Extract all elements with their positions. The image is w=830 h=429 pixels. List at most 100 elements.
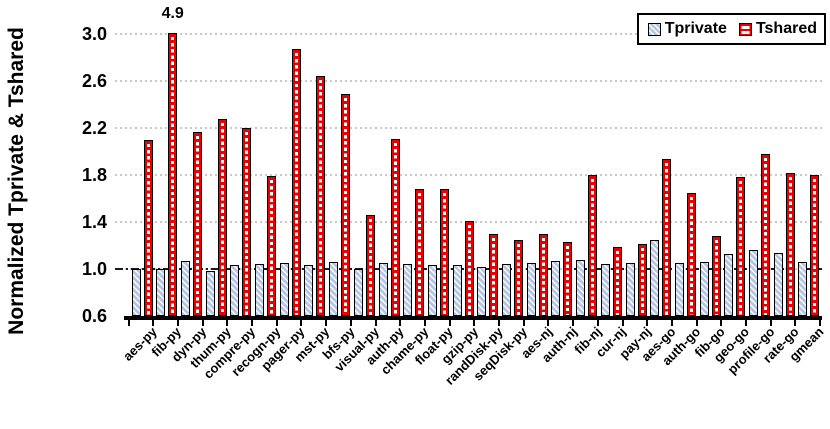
bar-tshared-fib-nj xyxy=(588,175,598,316)
bar-tshared-chame-py xyxy=(415,189,425,316)
x-tick-mark xyxy=(720,319,723,326)
bar-tshared-aes-py xyxy=(143,139,153,316)
bar-tshared-mst-py xyxy=(316,76,326,316)
x-tick-mark xyxy=(448,319,451,326)
bar-tprivate-aes-py xyxy=(131,269,141,316)
y-tick-label-1.0: 1.0 xyxy=(81,259,107,279)
bar-tshared-aes-go xyxy=(662,158,672,316)
y-tick-label-1.8: 1.8 xyxy=(81,165,107,185)
bar-tprivate-float-py xyxy=(427,265,437,316)
bar-tshared-pay-nj xyxy=(637,244,647,316)
bar-tprivate-auth-py xyxy=(378,263,388,316)
bar-tprivate-seqDisk-py xyxy=(502,264,511,316)
bar-tprivate-fib-go xyxy=(699,261,709,316)
bar-tprivate-pager-py xyxy=(279,263,289,316)
bar-tprivate-compre-py xyxy=(230,265,240,316)
bar-tprivate-visual-py xyxy=(353,269,363,316)
x-tick-mark xyxy=(522,319,525,326)
bar-tprivate-gmean xyxy=(798,261,808,316)
bar-tshared-seqDisk-py xyxy=(514,239,523,316)
x-tick-mark xyxy=(646,319,649,326)
bar-tshared-auth-py xyxy=(390,138,400,316)
x-tick-mark xyxy=(399,319,402,326)
bar-tshared-visual-py xyxy=(365,214,375,316)
x-tick-mark xyxy=(473,319,476,326)
x-tick-mark xyxy=(695,319,698,326)
y-tick-label-0.6: 0.6 xyxy=(81,306,107,326)
legend-label-tshared: Tshared xyxy=(755,20,817,37)
plot-area: Tprivate Tshared xyxy=(115,13,826,326)
x-tick-mark xyxy=(325,319,328,326)
bar-tshared-dyn-py xyxy=(192,131,202,316)
x-tick-mark xyxy=(226,319,229,326)
bar-tshared-aes-nj xyxy=(538,233,548,316)
x-tick-mark xyxy=(769,319,772,326)
tprivate-swatch-icon xyxy=(647,22,661,36)
x-tick-mark xyxy=(670,319,673,326)
x-axis-baseline xyxy=(124,316,822,320)
y-tick-label-2.2: 2.2 xyxy=(81,118,107,138)
bar-tshared-thum-py xyxy=(217,118,227,316)
bar-tshared-gzip-py xyxy=(464,220,474,316)
bar-tshared-bfs-py xyxy=(341,93,351,316)
bar-tshared-compre-py xyxy=(242,128,252,316)
x-tick-mark xyxy=(819,319,822,326)
bar-tprivate-profile-go xyxy=(749,250,758,316)
bar-tprivate-auth-go xyxy=(674,263,684,316)
bar-tshared-randDisk-py xyxy=(489,233,499,316)
x-tick-mark xyxy=(423,319,426,326)
bar-tprivate-fib-py xyxy=(156,269,166,316)
bar-tshared-gmean xyxy=(810,175,820,316)
bar-tshared-fib-py xyxy=(168,33,178,316)
bar-tshared-fib-go xyxy=(711,236,721,316)
x-tick-mark xyxy=(300,319,303,326)
clipped-bar-annotation: 4.9 xyxy=(161,5,184,22)
bar-tprivate-recogn-py xyxy=(255,264,264,316)
bar-tprivate-fib-nj xyxy=(576,259,586,316)
x-tick-mark xyxy=(374,319,377,326)
x-tick-mark xyxy=(201,319,204,326)
gridline-1.8 xyxy=(115,174,822,176)
legend: Tprivate Tshared xyxy=(636,13,826,45)
bar-tprivate-pay-nj xyxy=(625,263,635,316)
bar-tshared-auth-go xyxy=(686,192,696,316)
bar-tprivate-thum-py xyxy=(205,271,215,316)
bar-tprivate-cur-nj xyxy=(600,264,610,316)
bar-tprivate-gzip-py xyxy=(452,265,462,316)
y-tick-label-1.4: 1.4 xyxy=(81,212,107,232)
gridline-2.6 xyxy=(115,80,822,82)
bar-tshared-recogn-py xyxy=(267,176,276,316)
x-tick-mark xyxy=(498,319,500,326)
gridline-3.0 xyxy=(115,33,822,35)
bar-tprivate-auth-nj xyxy=(551,260,561,316)
x-tick-mark xyxy=(745,319,747,326)
bar-tprivate-randDisk-py xyxy=(477,266,487,316)
bar-tshared-cur-nj xyxy=(612,246,622,316)
x-tick-mark xyxy=(572,319,575,326)
bar-tprivate-dyn-py xyxy=(180,260,190,316)
legend-item-tprivate: Tprivate xyxy=(647,20,727,38)
bar-tprivate-rate-go xyxy=(773,252,783,316)
bar-tshared-rate-go xyxy=(785,172,795,316)
bar-tprivate-geo-go xyxy=(724,253,734,316)
bar-tshared-profile-go xyxy=(761,153,770,316)
y-tick-label-2.6: 2.6 xyxy=(81,71,107,91)
legend-item-tshared: Tshared xyxy=(738,20,817,38)
x-tick-mark xyxy=(349,319,352,326)
bar-tshared-geo-go xyxy=(736,177,746,316)
y-tick-label-3.0: 3.0 xyxy=(81,24,107,44)
bar-tshared-float-py xyxy=(439,189,449,316)
x-tick-mark xyxy=(251,319,253,326)
bar-tprivate-bfs-py xyxy=(329,261,339,316)
x-tick-mark xyxy=(275,319,278,326)
bar-tprivate-mst-py xyxy=(304,265,314,316)
tshared-swatch-icon xyxy=(738,22,752,36)
bar-tshared-auth-nj xyxy=(563,241,573,316)
bar-tprivate-chame-py xyxy=(403,264,413,316)
gridline-2.2 xyxy=(115,127,822,129)
bar-tprivate-aes-nj xyxy=(526,263,536,316)
x-tick-mark xyxy=(794,319,797,326)
x-tick-mark xyxy=(547,319,550,326)
bar-tshared-pager-py xyxy=(291,49,301,316)
